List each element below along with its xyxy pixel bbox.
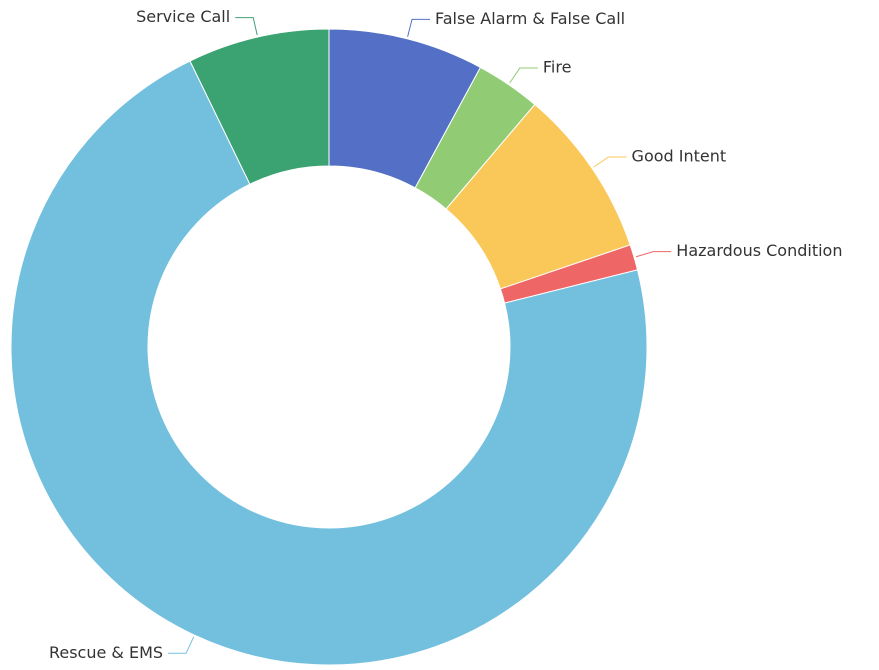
labels-layer: False Alarm & False Call Fire Good Intent H… xyxy=(49,7,843,662)
leader-line-service-call xyxy=(235,17,258,36)
leader-line-hazardous-condition xyxy=(635,251,672,258)
slice-service-call[interactable] xyxy=(189,28,330,185)
leader-lines-layer xyxy=(168,17,672,654)
leader-line-fire xyxy=(509,67,538,84)
slice-label-service-call: Service Call xyxy=(136,7,230,26)
slice-label-hazardous-condition: Hazardous Condition xyxy=(676,241,842,260)
leader-line-false-alarm-and-false-call xyxy=(407,18,431,37)
slice-label-fire: Fire xyxy=(543,58,572,77)
slice-label-good-intent: Good Intent xyxy=(632,147,727,166)
slices-layer xyxy=(10,28,648,666)
leader-line-good-intent xyxy=(593,156,627,168)
slice-label-rescue-and-ems: Rescue & EMS xyxy=(49,643,163,662)
leader-line-rescue-and-ems xyxy=(168,636,195,654)
slice-rescue-and-ems[interactable] xyxy=(10,60,648,666)
slice-label-false-alarm-and-false-call: False Alarm & False Call xyxy=(435,9,625,28)
